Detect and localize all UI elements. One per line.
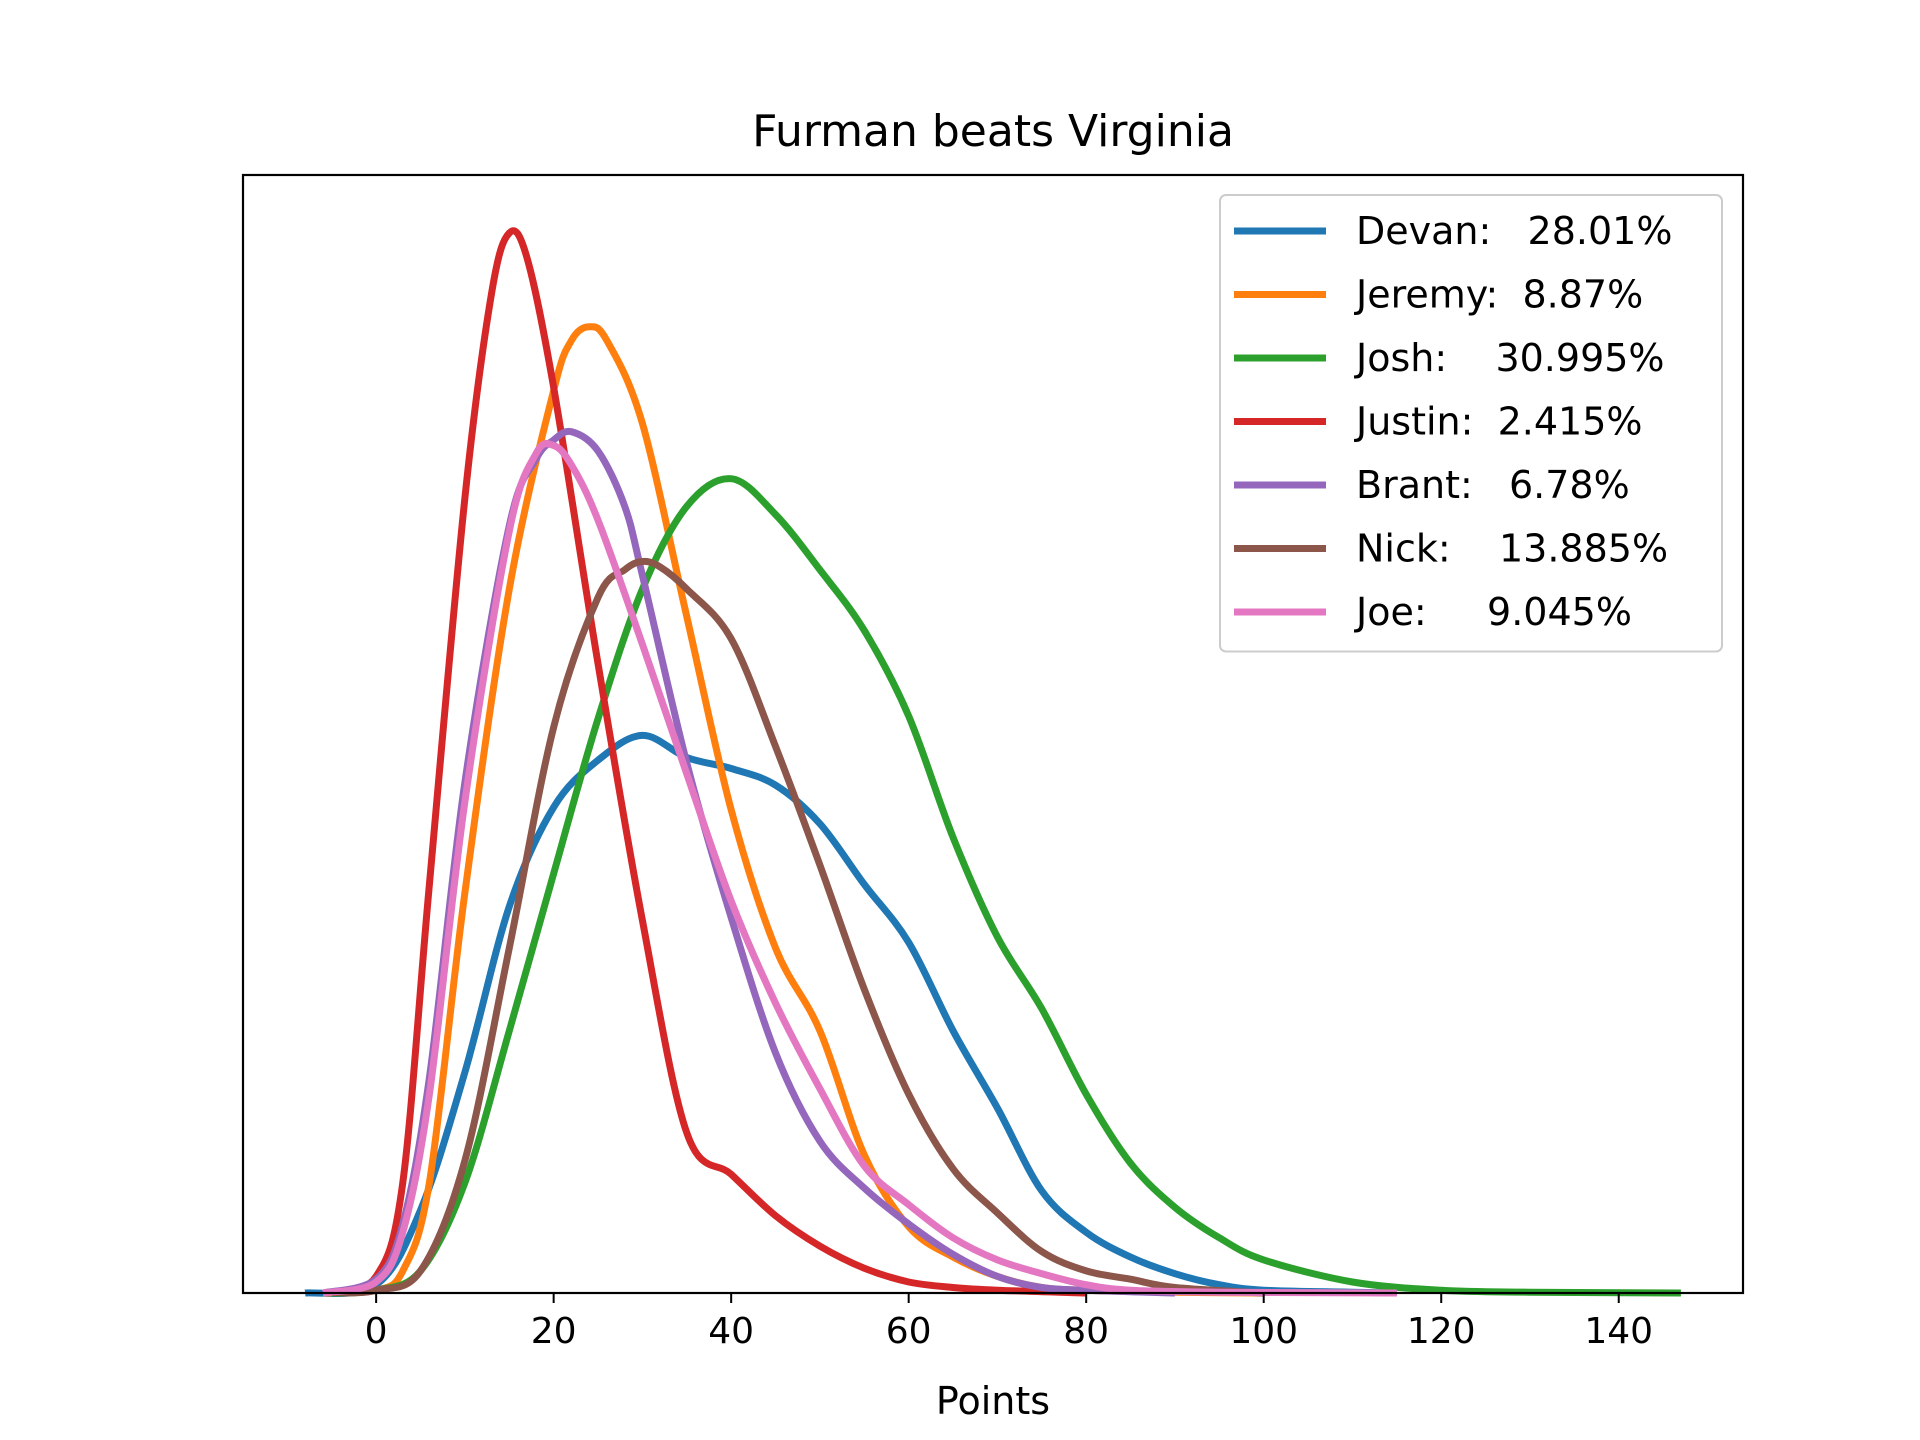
plot-lines [304, 227, 1681, 1298]
legend: Devan: 28.01% Jeremy: 8.87% Josh: 30.995% J… [1219, 194, 1723, 653]
x-axis-ticks: 0 20 40 60 80 100 120 140 [365, 1293, 1653, 1352]
x-tick-label: 60 [886, 1311, 932, 1352]
legend-label: Brant: 6.78% [1356, 463, 1630, 507]
legend-label: Justin: 2.415% [1354, 400, 1642, 444]
x-tick-label: 40 [708, 1311, 754, 1352]
x-axis-label: Points [936, 1379, 1050, 1423]
series-line-2 [331, 475, 1681, 1297]
series-line-0 [304, 731, 1397, 1298]
legend-label: Nick: 13.885% [1356, 527, 1668, 571]
x-tick-label: 80 [1063, 1311, 1109, 1352]
plot-frame [241, 173, 1745, 1295]
x-tick-label: 120 [1407, 1311, 1476, 1352]
series-line-3 [330, 227, 1087, 1297]
series-line-5 [340, 557, 1264, 1297]
x-tick-label: 140 [1584, 1311, 1653, 1352]
legend-label: Jeremy: 8.87% [1354, 273, 1643, 317]
chart-title: Furman beats Virginia [752, 106, 1234, 157]
legend-box [1219, 194, 1723, 653]
legend-label: Devan: 28.01% [1356, 209, 1672, 253]
x-tick-label: 100 [1229, 1311, 1298, 1352]
series-line-6 [322, 440, 1397, 1297]
legend-label: Josh: 30.995% [1354, 336, 1665, 380]
x-tick-label: 20 [531, 1311, 577, 1352]
legend-label: Joe: 9.045% [1354, 590, 1632, 634]
x-tick-label: 0 [365, 1311, 388, 1352]
